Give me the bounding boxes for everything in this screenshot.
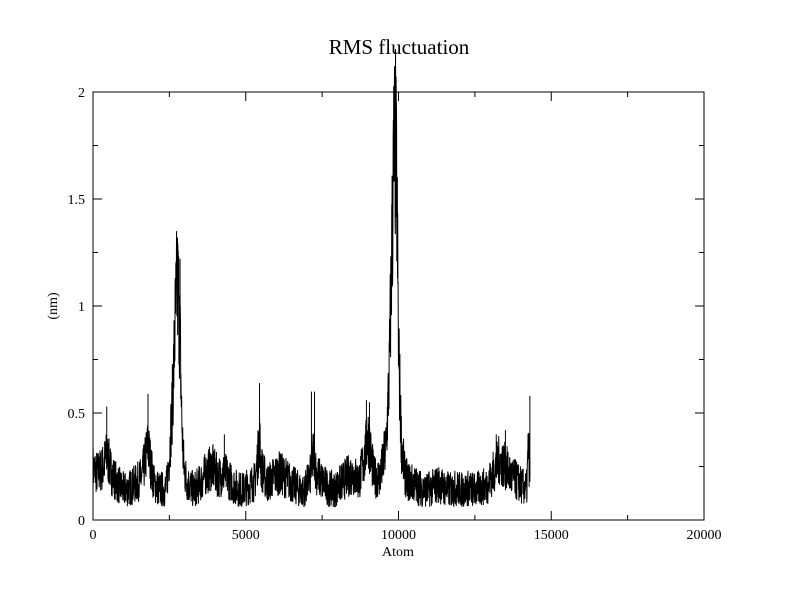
y-tick-label: 0.5 (68, 407, 86, 422)
x-tick-label: 15000 (534, 528, 569, 543)
y-axis-label: (nm) (46, 292, 61, 320)
y-tick-label: 1 (78, 300, 85, 315)
x-tick-label: 0 (90, 528, 97, 543)
x-tick-label: 5000 (232, 528, 260, 543)
y-tick-label: 1.5 (68, 193, 86, 208)
y-tick-label: 0 (78, 514, 85, 529)
y-tick-label: 2 (78, 86, 85, 101)
x-tick-label: 20000 (687, 528, 722, 543)
x-tick-label: 10000 (381, 528, 416, 543)
y-axis-ticks: 0 0.5 1 1.5 2 (68, 86, 704, 529)
series-layer (92, 49, 531, 508)
x-axis-label: Atom (382, 545, 414, 560)
x-axis-ticks: 0 5000 10000 15000 20000 (90, 92, 722, 543)
chart-title: RMS fluctuation (329, 35, 470, 59)
